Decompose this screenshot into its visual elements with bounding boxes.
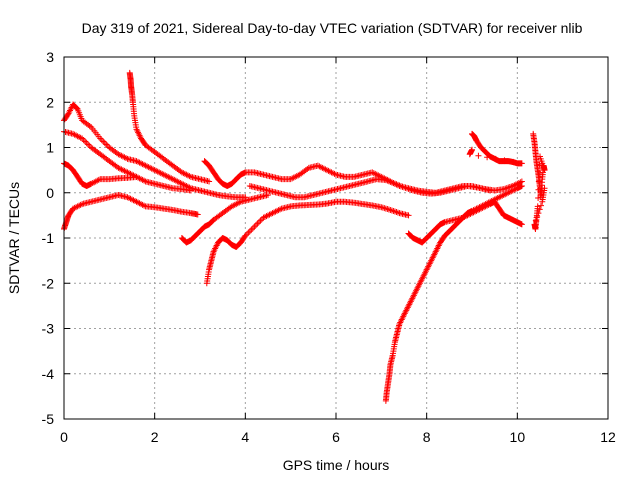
data-point [510,158,517,165]
x-tick-label: 6 [332,429,340,445]
y-tick-label: 2 [46,94,54,110]
data-point [531,221,538,228]
x-tick-label: 2 [151,429,159,445]
y-tick-label: -3 [42,321,55,337]
x-axis-label: GPS time / hours [283,457,390,473]
chart-title: Day 319 of 2021, Sidereal Day-to-day VTE… [82,20,583,36]
data-point [101,139,108,146]
data-point [133,173,140,180]
data-point [390,208,397,215]
data-point [254,220,261,227]
data-point [391,208,398,215]
data-point [502,185,509,192]
data-point [536,161,543,168]
y-tick-label: -4 [42,366,55,382]
data-point [255,219,262,226]
data-point [518,160,525,167]
data-point [537,153,543,160]
data-point [387,206,394,213]
data-point [535,195,542,202]
data-point [535,186,542,193]
data-point [535,178,542,185]
data-points [61,69,548,404]
data-point [536,170,543,177]
y-tick-label: 0 [46,185,54,201]
data-point [249,225,256,232]
data-point [206,178,213,185]
data-point [82,138,89,145]
data-point [536,206,543,213]
series-track-k [405,198,525,246]
data-point [534,213,541,220]
x-tick-label: 4 [241,429,249,445]
series-track-j [382,182,525,404]
x-tick-label: 8 [423,429,431,445]
data-point [103,141,110,148]
data-point [248,226,255,233]
data-point [98,136,105,143]
x-tick-label: 10 [510,429,526,445]
data-point [388,207,395,214]
data-point [518,221,525,228]
data-point [83,139,90,146]
data-point [484,154,491,161]
data-point [251,223,258,230]
y-tick-label: 1 [46,140,54,156]
grid-lines [64,57,608,419]
series-track-i [246,176,525,201]
y-tick-label: -5 [42,411,55,427]
x-tick-label: 12 [600,429,616,445]
series-track-f [178,192,271,246]
data-point [492,155,499,162]
data-point [500,186,507,193]
data-point [475,152,482,159]
data-point [537,202,544,209]
data-point [187,187,194,194]
series-track-m [530,130,548,232]
data-point [505,184,512,191]
y-tick-label: 3 [46,49,54,65]
series-track-d [61,192,201,232]
x-tick-label: 0 [60,429,68,445]
data-point [85,141,92,148]
data-point [503,185,510,192]
y-tick-label: -2 [42,275,55,291]
data-point [393,209,400,216]
data-point [104,142,111,149]
data-point [501,157,508,164]
data-point [246,228,253,235]
data-point [405,212,412,219]
series-track-h [203,198,412,287]
data-point [245,229,252,236]
data-point [252,222,259,229]
data-point [469,146,475,153]
series-track-a [61,101,249,201]
data-point [535,210,542,217]
data-point [86,142,93,149]
y-axis-label: SDTVAR / TECUs [6,182,22,294]
data-point [518,182,525,189]
data-point [194,211,201,218]
data-point [257,217,264,224]
data-point [532,217,539,224]
data-point [541,185,548,192]
data-point [394,209,401,216]
series-track-c [61,160,140,189]
series-track-l [466,130,525,167]
y-tick-label: -1 [42,230,55,246]
series-track-e [126,69,213,185]
data-point [100,138,107,145]
